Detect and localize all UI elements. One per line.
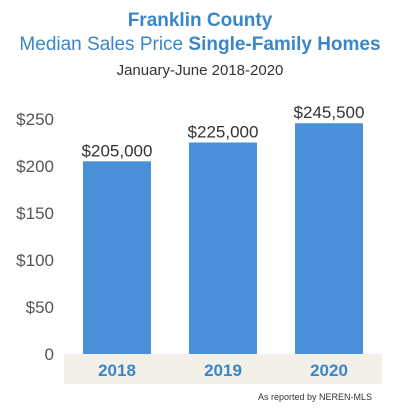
y-tick-label: $150: [16, 204, 54, 223]
x-tick-label-2020: 2020: [310, 361, 348, 380]
chart-subtitle: Median Sales Price Single-Family Homes: [0, 34, 400, 56]
value-label-2019: $225,000: [188, 123, 259, 142]
date-range: January-June 2018-2020: [116, 62, 284, 79]
y-tick-label: $100: [16, 251, 54, 270]
x-axis-labels: 2018 2019 2020: [98, 361, 348, 380]
bars: [83, 123, 363, 354]
y-axis-ticks: 0 $50 $100 $150 $200 $250: [16, 110, 54, 364]
value-label-2018: $205,000: [82, 141, 153, 160]
x-axis-band: [64, 354, 382, 384]
value-labels: $205,000 $225,000 $245,500: [82, 103, 365, 160]
y-tick-label: $200: [16, 157, 54, 176]
bar-2019: [189, 142, 257, 354]
bar-2018: [83, 161, 151, 354]
y-tick-label: $250: [16, 110, 54, 129]
subtitle-regular: Median Sales Price: [19, 34, 184, 55]
y-tick-label: $50: [26, 298, 54, 317]
value-label-2020: $245,500: [294, 103, 365, 122]
chart-title: Franklin County: [127, 10, 273, 31]
subtitle-bold: Single-Family Homes: [188, 34, 381, 55]
bar-2020: [295, 123, 363, 354]
x-tick-label-2019: 2019: [204, 361, 242, 380]
y-tick-label: 0: [45, 345, 54, 364]
source-note: As reported by NEREN-MLS: [257, 392, 372, 402]
x-tick-label-2018: 2018: [98, 361, 136, 380]
